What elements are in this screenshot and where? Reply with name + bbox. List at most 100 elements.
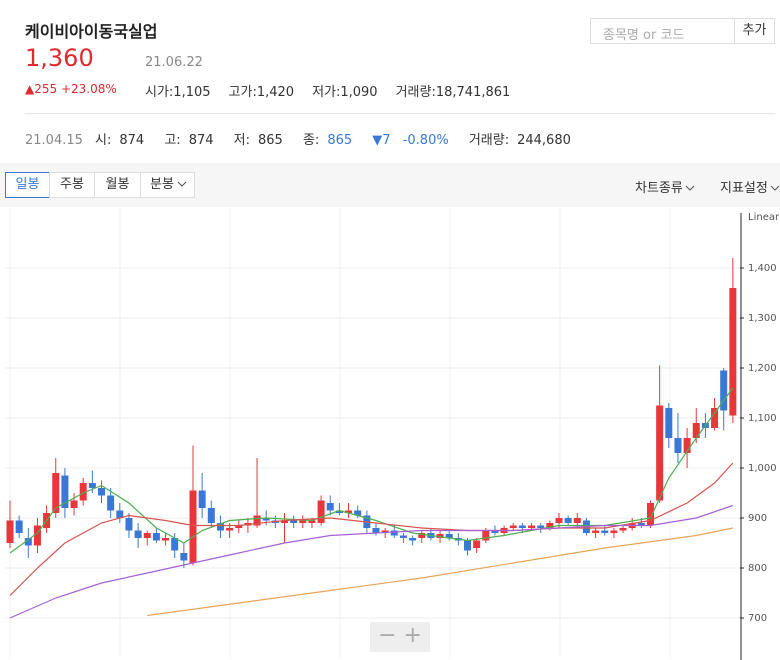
candle-body	[372, 528, 380, 533]
label: 거래량:	[468, 133, 510, 148]
candle-body	[61, 475, 69, 508]
candle-body	[24, 538, 32, 546]
date: 21.06.22	[145, 55, 203, 70]
candle-body	[15, 520, 23, 533]
tab[interactable]: 분봉	[140, 172, 195, 198]
candle-body	[683, 438, 691, 453]
candle-body	[134, 530, 142, 538]
candle-body	[354, 510, 362, 516]
y-tick-label: 1,300	[748, 313, 777, 324]
previous-row: 21.04.15 시: 874 고: 874 저: 865 종: 865 ▼7 -0.8…	[25, 129, 587, 148]
amount: ▼7	[372, 133, 391, 148]
stat: 시가:1,105	[145, 85, 211, 100]
candle-body	[52, 473, 60, 513]
prev-item: 종: 865	[303, 133, 360, 148]
candle-body	[418, 533, 426, 538]
toolbar: 일봉 주봉 월봉 분봉 차트종류 지표설정	[0, 163, 780, 207]
change-rate: +23.08%	[60, 82, 117, 96]
moving-average	[9, 462, 734, 596]
y-tick-label: 800	[748, 563, 767, 574]
chart: Linear 700 800 900 1,000 1,100 1,200 1,300 1,40…	[5, 208, 780, 660]
candle-body	[399, 535, 407, 538]
candle-body	[720, 370, 728, 411]
change-amount: ▲255	[25, 82, 58, 96]
moving-average	[147, 527, 733, 617]
moving-average	[9, 387, 734, 554]
candle-body	[116, 510, 124, 518]
candle-body	[464, 540, 471, 551]
add-button[interactable]: 추가	[735, 18, 775, 44]
y-tick-label: 900	[748, 513, 767, 524]
candle-body	[537, 525, 545, 528]
candle-body	[482, 530, 490, 541]
prev-change: ▼7 -0.80%	[372, 133, 456, 148]
candle-body	[308, 520, 316, 523]
candle-body	[107, 495, 115, 511]
scale-label: Linear	[748, 212, 780, 223]
candle-body	[198, 490, 206, 508]
candle-body	[409, 538, 417, 541]
label: 시:	[95, 133, 112, 148]
candle-body	[656, 405, 664, 501]
candle-body	[207, 508, 215, 523]
candle-body	[33, 525, 41, 546]
label: 분봉	[150, 177, 174, 192]
value: 865	[327, 133, 353, 148]
candle-body	[79, 483, 87, 501]
candle-body	[445, 534, 453, 538]
candle-body	[619, 528, 627, 531]
stock-name: 케이비아이동국실업	[25, 22, 158, 41]
candle-body	[674, 438, 682, 453]
menu[interactable]: 차트종류	[635, 177, 695, 196]
candle-body	[189, 490, 197, 563]
candle-body	[216, 523, 224, 531]
label: 차트종류	[635, 181, 683, 196]
candle-body	[253, 515, 261, 526]
search-input[interactable]: 종목명 or 코드	[590, 18, 735, 44]
candle-body	[125, 518, 133, 531]
candle-body	[226, 528, 234, 531]
label: 종:	[302, 133, 320, 148]
candle-body	[299, 520, 307, 523]
candle-body	[326, 503, 334, 511]
y-tick-label: 1,000	[748, 463, 777, 474]
zoom-controls[interactable]: − +	[370, 622, 430, 652]
menu[interactable]: 지표설정	[720, 177, 780, 196]
value: 874	[188, 133, 214, 148]
price: 1,360	[25, 44, 94, 72]
candle-body	[665, 408, 673, 438]
prev-item: 고: 874	[164, 133, 221, 148]
label: 저:	[233, 133, 250, 148]
chevron	[685, 185, 695, 191]
candle-body	[335, 510, 343, 513]
y-tick-label: 1,100	[748, 413, 777, 424]
stats: 시가:1,105 고가:1,420 저가:1,090 거래량:18,741,861	[145, 81, 528, 100]
stat: 거래량:18,741,861	[395, 85, 511, 100]
separator	[25, 113, 775, 114]
candle-body	[290, 520, 298, 523]
moving-average	[9, 504, 734, 619]
candle-body	[692, 423, 700, 438]
candle-body	[143, 533, 151, 538]
candle-body	[345, 510, 353, 513]
tab[interactable]: 일봉	[5, 172, 50, 198]
candle-body	[555, 518, 563, 523]
rate: -0.80%	[402, 133, 449, 148]
tab[interactable]: 월봉	[94, 172, 141, 198]
candle-body	[390, 530, 398, 536]
chevron	[177, 181, 187, 187]
candle-body	[88, 483, 96, 488]
stat: 고가:1,420	[228, 85, 295, 100]
candle-body	[509, 525, 517, 528]
candle-body	[262, 518, 270, 521]
label: 지표설정	[720, 181, 768, 196]
candle-body	[637, 523, 645, 526]
candle-body	[729, 288, 737, 416]
prev-volume: 거래량: 244,680	[469, 133, 579, 148]
change: ▲255 +23.08%	[25, 82, 117, 96]
candle-body	[98, 488, 105, 496]
tab[interactable]: 주봉	[49, 172, 95, 198]
value: 865	[258, 133, 283, 148]
candle-body	[381, 530, 389, 533]
